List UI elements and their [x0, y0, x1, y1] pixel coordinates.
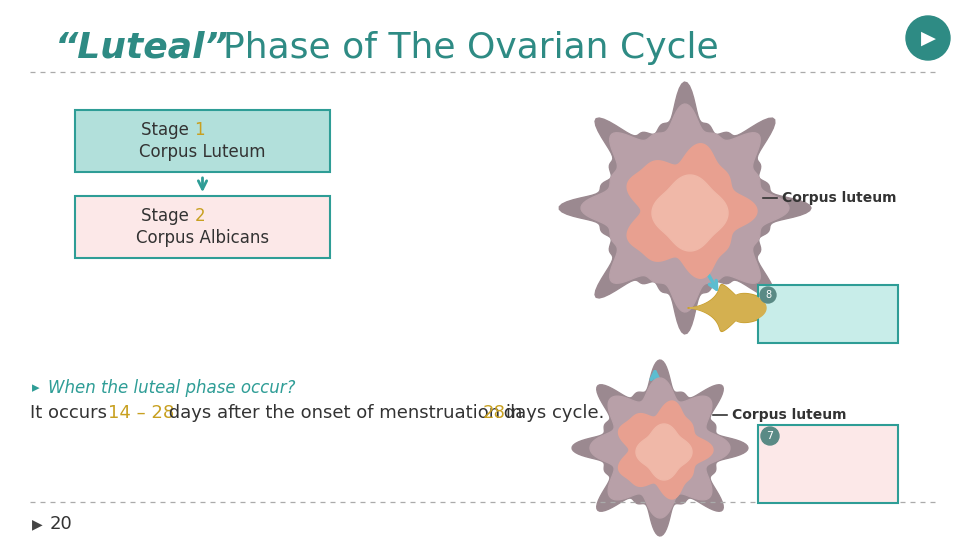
Text: Corpus luteum: Corpus luteum [782, 191, 897, 205]
Circle shape [761, 427, 779, 445]
Text: Corpus Albicans: Corpus Albicans [136, 229, 269, 247]
FancyBboxPatch shape [75, 110, 330, 172]
Text: ▶: ▶ [32, 517, 42, 531]
Text: days cycle.: days cycle. [498, 404, 605, 422]
Text: Phase of The Ovarian Cycle: Phase of The Ovarian Cycle [200, 31, 719, 65]
Text: 1: 1 [195, 121, 205, 139]
FancyBboxPatch shape [758, 425, 898, 503]
Text: albicans: albicans [778, 314, 854, 332]
Text: 28: 28 [482, 404, 505, 422]
Text: Corpus: Corpus [784, 427, 850, 445]
Text: 7: 7 [766, 431, 774, 441]
Text: When the luteal phase occur?: When the luteal phase occur? [48, 379, 296, 397]
Polygon shape [572, 360, 748, 536]
Text: 20: 20 [50, 515, 73, 533]
Text: Stage: Stage [141, 207, 195, 225]
Text: 14 – 28: 14 – 28 [108, 404, 175, 422]
Polygon shape [627, 144, 757, 278]
Polygon shape [590, 378, 730, 518]
Polygon shape [560, 82, 811, 334]
Text: ▶: ▶ [921, 29, 935, 48]
Text: luteum: luteum [784, 446, 850, 464]
Text: “Luteal”: “Luteal” [55, 31, 228, 65]
Polygon shape [688, 285, 768, 332]
Text: Stage: Stage [141, 121, 195, 139]
Polygon shape [581, 104, 789, 312]
Text: Corpus Luteum: Corpus Luteum [139, 143, 266, 161]
Text: It occurs: It occurs [30, 404, 112, 422]
Text: 8: 8 [765, 290, 771, 300]
FancyBboxPatch shape [758, 285, 898, 343]
Text: Corpus luteum: Corpus luteum [732, 408, 847, 422]
Polygon shape [690, 286, 766, 330]
Polygon shape [652, 175, 728, 251]
Text: forms: forms [784, 465, 838, 483]
Text: Corpus: Corpus [778, 294, 844, 312]
FancyBboxPatch shape [75, 196, 330, 258]
Text: 2: 2 [195, 207, 205, 225]
Polygon shape [618, 401, 713, 499]
Circle shape [760, 287, 776, 303]
Polygon shape [636, 424, 692, 480]
Text: ▸: ▸ [32, 381, 39, 395]
Text: days after the onset of menstruation in: days after the onset of menstruation in [162, 404, 528, 422]
Circle shape [906, 16, 950, 60]
